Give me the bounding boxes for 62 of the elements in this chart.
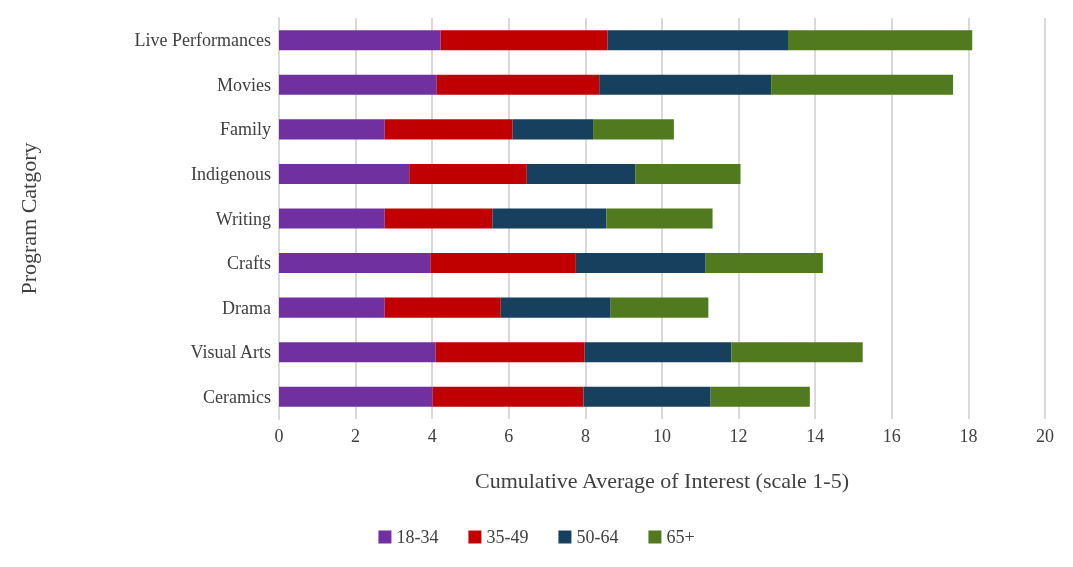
bar bbox=[279, 119, 385, 140]
bar bbox=[409, 163, 527, 184]
legend-label: 18-34 bbox=[396, 527, 439, 547]
bar bbox=[584, 342, 732, 363]
bar bbox=[279, 30, 441, 51]
x-tick-label: 10 bbox=[653, 426, 671, 446]
bar bbox=[710, 386, 810, 407]
bar bbox=[606, 208, 713, 229]
y-tick-label: Family bbox=[219, 119, 271, 140]
legend-label: 35-49 bbox=[486, 527, 529, 547]
x-tick-label: 20 bbox=[1036, 426, 1054, 446]
bar bbox=[599, 74, 772, 95]
bar bbox=[771, 74, 954, 95]
bar bbox=[432, 386, 584, 407]
bar bbox=[440, 30, 608, 51]
x-tick-label: 8 bbox=[580, 426, 590, 446]
x-tick-label: 0 bbox=[274, 426, 284, 446]
x-tick-label: 16 bbox=[882, 426, 901, 446]
y-tick-label: Ceramics bbox=[203, 386, 271, 407]
bar bbox=[279, 386, 433, 407]
bar bbox=[788, 30, 973, 51]
bar bbox=[279, 297, 385, 318]
x-tick-label: 18 bbox=[959, 426, 978, 446]
bar bbox=[607, 30, 789, 51]
bar bbox=[435, 342, 585, 363]
x-tick-label: 2 bbox=[351, 426, 361, 446]
bar bbox=[384, 119, 513, 140]
legend-label: 50-64 bbox=[576, 527, 619, 547]
y-tick-label: Live Performances bbox=[134, 30, 271, 51]
y-tick-label: Indigenous bbox=[191, 163, 271, 184]
bar bbox=[731, 342, 863, 363]
legend-label: 65+ bbox=[666, 527, 695, 547]
bar bbox=[384, 297, 501, 318]
x-tick-label: 6 bbox=[504, 426, 514, 446]
y-tick-label: Visual Arts bbox=[190, 342, 271, 363]
bar bbox=[279, 163, 410, 184]
bar bbox=[279, 74, 437, 95]
y-tick-label: Movies bbox=[217, 74, 271, 95]
bar bbox=[575, 253, 706, 274]
bar bbox=[384, 208, 493, 229]
bar bbox=[512, 119, 594, 140]
bar bbox=[526, 163, 636, 184]
bar bbox=[500, 297, 611, 318]
bar bbox=[279, 208, 385, 229]
bar bbox=[279, 342, 436, 363]
y-tick-label: Drama bbox=[222, 297, 271, 318]
x-tick-label: 12 bbox=[729, 426, 748, 446]
bar bbox=[436, 74, 600, 95]
bar bbox=[593, 119, 674, 140]
y-axis-title: Program Catgory bbox=[15, 142, 41, 295]
bar bbox=[583, 386, 711, 407]
x-tick-label: 14 bbox=[806, 426, 825, 446]
x-axis-title: Cumulative Average of Interest (scale 1-5) bbox=[474, 467, 850, 493]
bar bbox=[705, 253, 823, 274]
bar bbox=[492, 208, 607, 229]
bar bbox=[430, 253, 576, 274]
y-tick-label: Writing bbox=[215, 208, 271, 229]
bar bbox=[610, 297, 709, 318]
bar bbox=[279, 253, 431, 274]
y-tick-label: Crafts bbox=[227, 253, 271, 274]
bar bbox=[635, 163, 741, 184]
x-tick-label: 4 bbox=[427, 426, 437, 446]
